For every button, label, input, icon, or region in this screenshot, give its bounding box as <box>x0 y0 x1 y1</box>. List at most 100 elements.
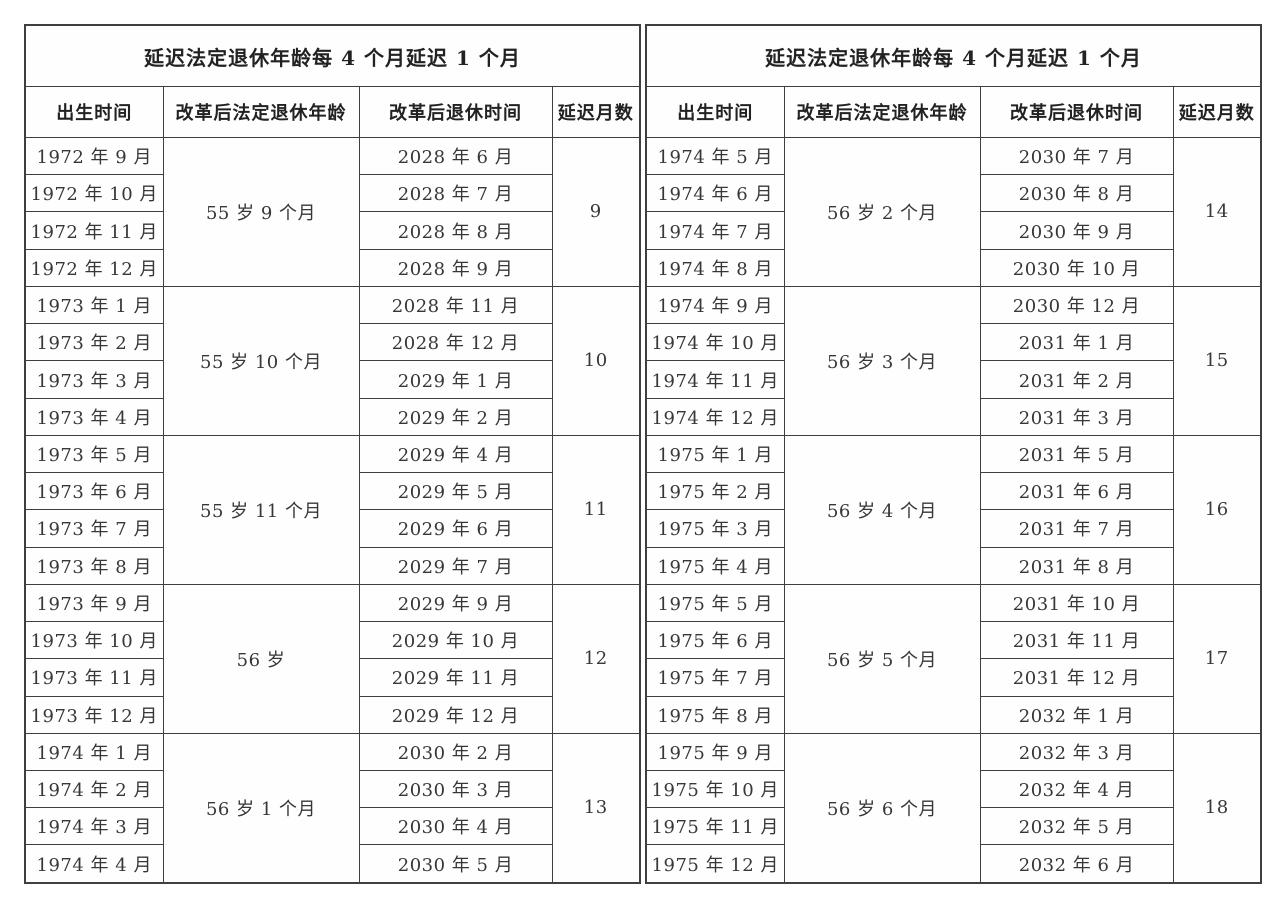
birth-time-cell: 1974 年 10 月 <box>645 323 785 362</box>
column-header-retirement-time: 改革后退休时间 <box>358 86 553 138</box>
birth-time-cell: 1974 年 6 月 <box>645 174 785 213</box>
table-body: 1974 年 5 月 56 岁 2 个月 2030 年 7 月 14 1974 年 6 … <box>645 136 1262 884</box>
birth-time-cell: 1973 年 4 月 <box>24 397 164 436</box>
table-row: 1974 年 11 月 2031 年 2 月 <box>645 360 1261 399</box>
table-row: 1975 年 11 月 2032 年 5 月 <box>645 807 1261 846</box>
birth-time-cell: 1973 年 11 月 <box>24 658 164 697</box>
delay-months-cell: 17 <box>1172 583 1262 734</box>
retirement-time-cell: 2030 年 9 月 <box>979 211 1174 250</box>
retirement-time-cell: 2032 年 3 月 <box>979 732 1174 771</box>
table-row: 1975 年 4 月 2031 年 8 月 <box>645 546 1261 585</box>
retirement-table-left: 延迟法定退休年龄每 4 个月延迟 1 个月 出生时间 改革后法定退休年龄 改革后… <box>24 24 641 884</box>
column-header-delay-months: 延迟月数 <box>551 86 641 138</box>
retirement-time-cell: 2031 年 12 月 <box>979 658 1174 697</box>
retirement-time-cell: 2030 年 4 月 <box>358 807 553 846</box>
birth-time-cell: 1974 年 7 月 <box>645 211 785 250</box>
retirement-age-cell: 56 岁 4 个月 <box>783 434 981 585</box>
retirement-time-cell: 2028 年 6 月 <box>358 136 553 176</box>
table-title: 延迟法定退休年龄每 4 个月延迟 1 个月 <box>24 24 641 87</box>
table-title-row: 延迟法定退休年龄每 4 个月延迟 1 个月 <box>645 24 1262 87</box>
retirement-time-cell: 2031 年 5 月 <box>979 434 1174 474</box>
retirement-age-cell: 55 岁 11 个月 <box>162 434 360 585</box>
birth-time-cell: 1974 年 1 月 <box>24 732 164 771</box>
birth-time-cell: 1975 年 12 月 <box>645 844 785 884</box>
table-row: 1975 年 6 月 2031 年 11 月 <box>645 621 1261 660</box>
retirement-age-cell: 56 岁 3 个月 <box>783 285 981 436</box>
birth-time-cell: 1972 年 10 月 <box>24 174 164 213</box>
birth-time-cell: 1975 年 10 月 <box>645 769 785 809</box>
table-row: 1973 年 9 月 56 岁 2029 年 9 月 12 <box>24 583 641 734</box>
retirement-time-cell: 2029 年 1 月 <box>358 360 553 399</box>
birth-time-cell: 1972 年 9 月 <box>24 136 164 176</box>
birth-time-cell: 1975 年 7 月 <box>645 658 785 697</box>
retirement-time-cell: 2031 年 7 月 <box>979 509 1174 548</box>
table-row: 1973 年 1 月 55 岁 10 个月 2028 年 11 月 10 <box>24 285 641 436</box>
table-body: 1972 年 9 月 55 岁 9 个月 2028 年 6 月 9 1972 年 10 … <box>24 136 641 884</box>
retirement-time-cell: 2032 年 5 月 <box>979 807 1174 846</box>
retirement-time-cell: 2031 年 8 月 <box>979 546 1174 585</box>
table-row: 1973 年 4 月 2029 年 2 月 <box>24 397 640 436</box>
retirement-time-cell: 2029 年 10 月 <box>358 621 553 660</box>
retirement-time-cell: 2030 年 12 月 <box>979 285 1174 325</box>
column-header-delay-months: 延迟月数 <box>1172 86 1262 138</box>
column-header-birth-time: 出生时间 <box>24 86 164 138</box>
retirement-time-cell: 2029 年 12 月 <box>358 695 553 734</box>
retirement-time-cell: 2031 年 1 月 <box>979 323 1174 362</box>
birth-time-cell: 1975 年 8 月 <box>645 695 785 734</box>
retirement-time-cell: 2029 年 7 月 <box>358 546 553 585</box>
table-row: 1973 年 8 月 2029 年 7 月 <box>24 546 640 585</box>
birth-time-cell: 1973 年 8 月 <box>24 546 164 585</box>
birth-time-cell: 1975 年 4 月 <box>645 546 785 585</box>
retirement-time-cell: 2030 年 3 月 <box>358 769 553 809</box>
birth-time-cell: 1973 年 2 月 <box>24 323 164 362</box>
delay-months-cell: 11 <box>551 434 641 585</box>
delay-months-cell: 18 <box>1172 732 1262 884</box>
table-row: 1973 年 6 月 2029 年 5 月 <box>24 472 640 511</box>
delay-months-cell: 10 <box>551 285 641 436</box>
birth-time-cell: 1973 年 5 月 <box>24 434 164 474</box>
retirement-time-cell: 2030 年 8 月 <box>979 174 1174 213</box>
delay-months-cell: 16 <box>1172 434 1262 585</box>
birth-time-cell: 1975 年 9 月 <box>645 732 785 771</box>
birth-time-cell: 1975 年 3 月 <box>645 509 785 548</box>
birth-time-cell: 1973 年 1 月 <box>24 285 164 325</box>
table-row: 1975 年 7 月 2031 年 12 月 <box>645 658 1261 697</box>
table-header-row: 出生时间 改革后法定退休年龄 改革后退休时间 延迟月数 <box>645 86 1262 138</box>
birth-time-cell: 1973 年 9 月 <box>24 583 164 623</box>
birth-time-cell: 1975 年 5 月 <box>645 583 785 623</box>
retirement-time-cell: 2031 年 10 月 <box>979 583 1174 623</box>
table-row: 1975 年 2 月 2031 年 6 月 <box>645 472 1261 511</box>
retirement-time-cell: 2030 年 2 月 <box>358 732 553 771</box>
birth-time-cell: 1974 年 2 月 <box>24 769 164 809</box>
table-row: 1975 年 5 月 56 岁 5 个月 2031 年 10 月 17 <box>645 583 1262 734</box>
table-row: 1972 年 10 月 2028 年 7 月 <box>24 174 640 213</box>
retirement-time-cell: 2028 年 9 月 <box>358 248 553 287</box>
retirement-time-cell: 2031 年 3 月 <box>979 397 1174 436</box>
retirement-time-cell: 2031 年 6 月 <box>979 472 1174 511</box>
retirement-time-cell: 2032 年 4 月 <box>979 769 1174 809</box>
retirement-time-cell: 2028 年 8 月 <box>358 211 553 250</box>
column-header-statutory-retirement-age: 改革后法定退休年龄 <box>162 86 360 138</box>
table-row: 1973 年 5 月 55 岁 11 个月 2029 年 4 月 11 <box>24 434 641 585</box>
table-row: 1972 年 12 月 2028 年 9 月 <box>24 248 640 287</box>
retirement-age-cell: 56 岁 2 个月 <box>783 137 981 287</box>
birth-time-cell: 1974 年 9 月 <box>645 285 785 325</box>
retirement-time-cell: 2030 年 7 月 <box>979 136 1174 176</box>
birth-time-cell: 1974 年 11 月 <box>645 360 785 399</box>
table-row: 1974 年 6 月 2030 年 8 月 <box>645 174 1261 213</box>
retirement-time-cell: 2029 年 6 月 <box>358 509 553 548</box>
retirement-time-cell: 2028 年 12 月 <box>358 323 553 362</box>
retirement-time-cell: 2029 年 4 月 <box>358 434 553 474</box>
birth-time-cell: 1973 年 3 月 <box>24 360 164 399</box>
retirement-time-cell: 2029 年 9 月 <box>358 583 553 623</box>
birth-time-cell: 1974 年 8 月 <box>645 248 785 287</box>
table-header-row: 出生时间 改革后法定退休年龄 改革后退休时间 延迟月数 <box>24 86 641 138</box>
table-row: 1975 年 10 月 2032 年 4 月 <box>645 769 1261 809</box>
table-row: 1973 年 12 月 2029 年 12 月 <box>24 695 640 734</box>
column-header-birth-time: 出生时间 <box>645 86 785 138</box>
table-row: 1975 年 9 月 56 岁 6 个月 2032 年 3 月 18 <box>645 732 1262 884</box>
retirement-age-cell: 55 岁 9 个月 <box>162 137 360 287</box>
birth-time-cell: 1973 年 12 月 <box>24 695 164 734</box>
